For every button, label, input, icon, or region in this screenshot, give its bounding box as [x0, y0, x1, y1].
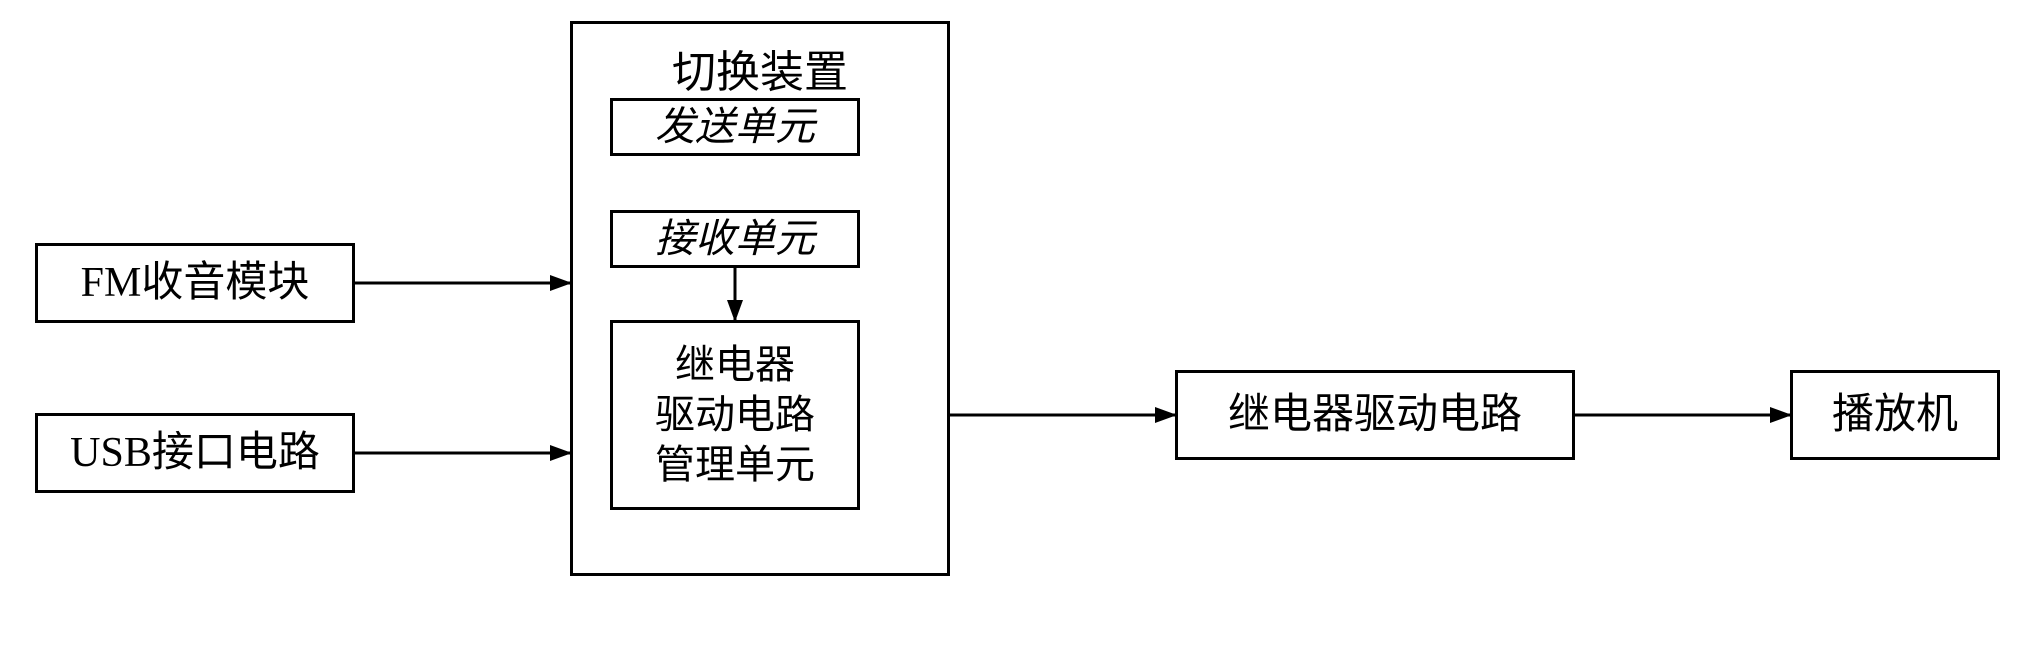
fm-module-label: FM收音模块: [81, 257, 310, 310]
switch-device-title: 切换装置: [590, 36, 930, 100]
fm-module-box: FM收音模块: [35, 243, 355, 323]
recv-unit-label: 接收单元: [655, 214, 815, 264]
player-label: 播放机: [1832, 389, 1958, 442]
relay-mgr-label: 继电器 驱动电路 管理单元: [655, 340, 815, 490]
usb-circuit-box: USB接口电路: [35, 413, 355, 493]
send-unit-label: 发送单元: [655, 102, 815, 152]
arrows-layer: [0, 0, 2039, 658]
send-unit-box: 发送单元: [610, 98, 860, 156]
recv-unit-box: 接收单元: [610, 210, 860, 268]
usb-circuit-label: USB接口电路: [70, 427, 320, 480]
relay-mgr-box: 继电器 驱动电路 管理单元: [610, 320, 860, 510]
relay-driver-label: 继电器驱动电路: [1228, 389, 1522, 442]
player-box: 播放机: [1790, 370, 2000, 460]
relay-driver-box: 继电器驱动电路: [1175, 370, 1575, 460]
